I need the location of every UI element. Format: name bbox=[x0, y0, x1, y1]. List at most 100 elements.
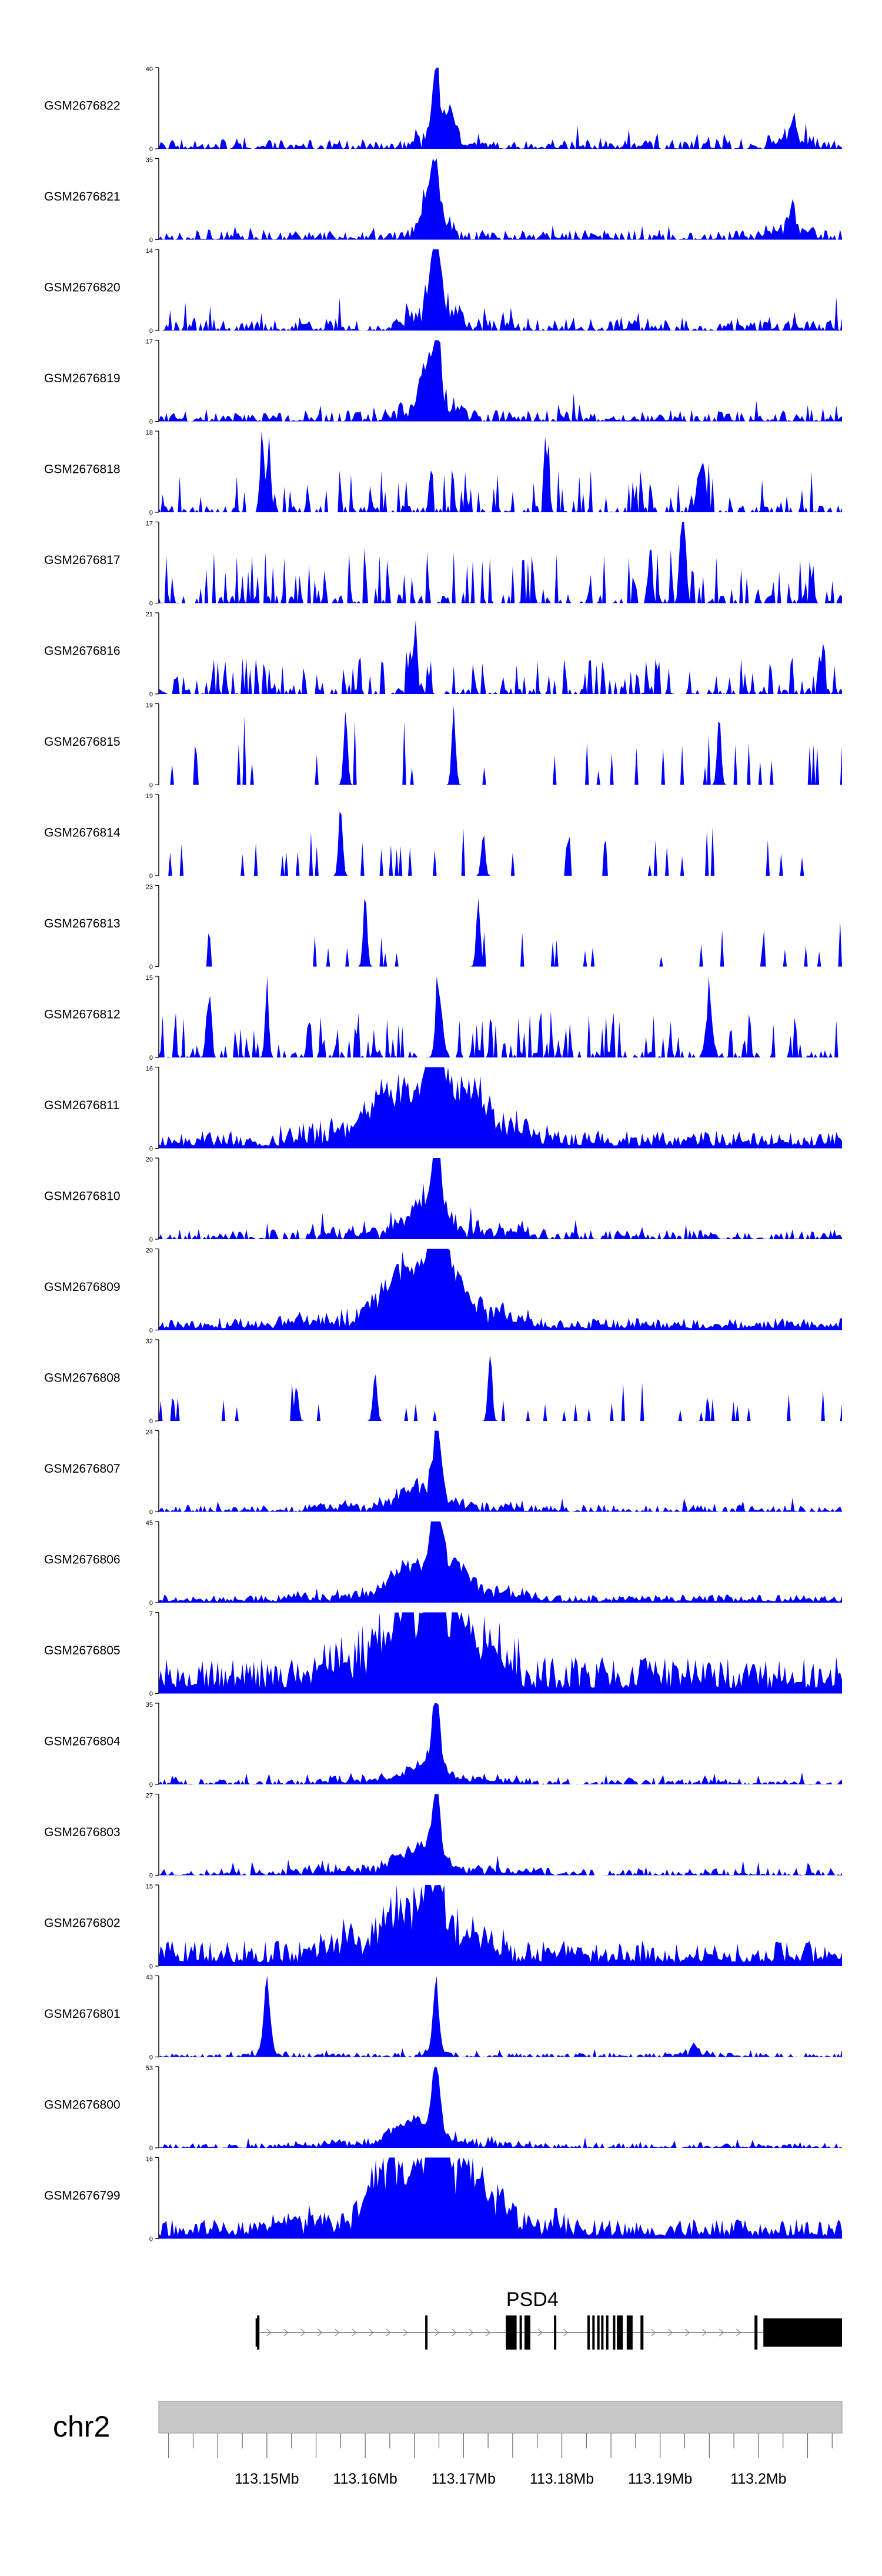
y-max-label: 16 bbox=[146, 1066, 153, 1073]
signal-area bbox=[159, 340, 842, 422]
x-tick-label: 113.2Mb bbox=[730, 2471, 786, 2487]
y-min-label: 0 bbox=[149, 1055, 153, 1062]
exon bbox=[524, 2315, 530, 2350]
track-GSM2676818: GSM2676818 18 0 bbox=[44, 429, 842, 516]
y-max-label: 15 bbox=[146, 975, 153, 982]
signal-area bbox=[159, 1067, 842, 1149]
y-max-label: 18 bbox=[146, 429, 153, 436]
y-min-label: 0 bbox=[149, 1146, 153, 1153]
chromosome-label: chr2 bbox=[53, 2410, 110, 2443]
y-min-label: 0 bbox=[149, 2054, 153, 2061]
strand-arrow bbox=[684, 2328, 690, 2337]
track-GSM2676808: GSM2676808 32 0 bbox=[44, 1338, 842, 1425]
y-min-label: 0 bbox=[149, 1873, 153, 1880]
exon bbox=[597, 2315, 600, 2350]
signal-area bbox=[159, 68, 842, 149]
exon bbox=[640, 2315, 644, 2350]
track-GSM2676810: GSM2676810 20 0 bbox=[44, 1156, 842, 1243]
y-min-label: 0 bbox=[149, 237, 153, 244]
y-min-label: 0 bbox=[149, 1327, 153, 1334]
y-min-label: 0 bbox=[149, 2236, 153, 2243]
strand-arrow bbox=[469, 2328, 474, 2337]
signal-area bbox=[159, 898, 842, 967]
signal-area bbox=[159, 431, 842, 512]
strand-arrow bbox=[435, 2328, 440, 2337]
signal-area bbox=[159, 1158, 842, 1239]
track-label: GSM2676817 bbox=[44, 553, 121, 567]
y-min-label: 0 bbox=[149, 782, 153, 789]
track-GSM2676799: GSM2676799 16 0 bbox=[44, 2156, 842, 2243]
y-min-label: 0 bbox=[149, 964, 153, 971]
track-GSM2676807: GSM2676807 24 0 bbox=[44, 1429, 842, 1516]
signal-area bbox=[159, 812, 842, 876]
strand-arrow bbox=[667, 2328, 673, 2337]
y-max-label: 7 bbox=[149, 1611, 153, 1618]
signal-area bbox=[159, 1885, 842, 1966]
y-min-label: 0 bbox=[149, 1236, 153, 1243]
track-label: GSM2676809 bbox=[44, 1280, 121, 1294]
y-min-label: 0 bbox=[149, 509, 153, 516]
exon bbox=[606, 2315, 609, 2350]
strand-arrow bbox=[386, 2328, 391, 2337]
y-max-label: 16 bbox=[146, 2156, 153, 2163]
track-GSM2676811: GSM2676811 16 0 bbox=[44, 1066, 842, 1153]
y-max-label: 43 bbox=[146, 1974, 153, 1981]
exon bbox=[519, 2315, 522, 2350]
track-label: GSM2676804 bbox=[44, 1734, 121, 1748]
strand-arrow bbox=[563, 2328, 569, 2337]
strand-arrow bbox=[719, 2328, 724, 2337]
x-tick-label: 113.15Mb bbox=[235, 2471, 299, 2487]
y-max-label: 20 bbox=[146, 1156, 153, 1163]
signal-area bbox=[159, 1794, 842, 1876]
track-GSM2676815: GSM2676815 19 0 bbox=[44, 702, 842, 789]
track-label: GSM2676821 bbox=[44, 190, 121, 203]
track-GSM2676805: GSM2676805 7 0 bbox=[44, 1611, 842, 1698]
track-GSM2676809: GSM2676809 20 0 bbox=[44, 1247, 842, 1334]
y-max-label: 19 bbox=[146, 702, 153, 709]
y-min-label: 0 bbox=[149, 328, 153, 335]
y-min-label: 0 bbox=[149, 1691, 153, 1698]
strand-arrow bbox=[650, 2328, 656, 2337]
y-min-label: 0 bbox=[149, 1600, 153, 1607]
strand-arrow bbox=[352, 2328, 357, 2337]
signal-area bbox=[159, 1521, 842, 1603]
track-label: GSM2676811 bbox=[44, 1099, 119, 1112]
track-label: GSM2676813 bbox=[44, 917, 121, 930]
exon bbox=[754, 2315, 758, 2350]
y-max-label: 24 bbox=[146, 1429, 153, 1436]
exon bbox=[554, 2315, 557, 2350]
track-GSM2676813: GSM2676813 23 0 bbox=[44, 884, 842, 971]
signal-area bbox=[159, 976, 842, 1057]
track-GSM2676804: GSM2676804 35 0 bbox=[44, 1701, 842, 1788]
y-max-label: 40 bbox=[146, 66, 153, 73]
exon bbox=[587, 2315, 590, 2350]
chromosome-band bbox=[158, 2401, 843, 2434]
y-min-label: 0 bbox=[149, 146, 153, 153]
strand-arrow bbox=[452, 2328, 457, 2337]
strand-arrow bbox=[318, 2328, 323, 2337]
track-label: GSM2676818 bbox=[44, 462, 121, 476]
track-label: GSM2676812 bbox=[44, 1007, 121, 1021]
y-max-label: 35 bbox=[146, 157, 153, 164]
strand-arrow bbox=[736, 2328, 741, 2337]
signal-area bbox=[159, 1976, 842, 2057]
y-max-label: 17 bbox=[146, 520, 153, 528]
track-label: GSM2676800 bbox=[44, 2098, 121, 2111]
x-tick-label: 113.17Mb bbox=[432, 2471, 496, 2487]
track-GSM2676820: GSM2676820 14 0 bbox=[44, 248, 842, 335]
track-GSM2676821: GSM2676821 35 0 bbox=[44, 157, 842, 244]
x-tick-label: 113.19Mb bbox=[628, 2471, 692, 2487]
track-GSM2676819: GSM2676819 17 0 bbox=[44, 339, 842, 426]
signal-area bbox=[159, 2157, 842, 2239]
signal-area bbox=[159, 1703, 842, 1784]
track-GSM2676806: GSM2676806 45 0 bbox=[44, 1520, 842, 1607]
y-max-label: 45 bbox=[146, 1520, 153, 1527]
y-max-label: 23 bbox=[146, 884, 153, 891]
track-GSM2676817: GSM2676817 17 0 bbox=[44, 520, 842, 608]
y-max-label: 27 bbox=[146, 1793, 153, 1800]
signal-area bbox=[159, 249, 842, 331]
exon bbox=[425, 2315, 428, 2350]
track-label: GSM2676816 bbox=[44, 644, 121, 658]
track-GSM2676812: GSM2676812 15 0 bbox=[44, 975, 842, 1062]
